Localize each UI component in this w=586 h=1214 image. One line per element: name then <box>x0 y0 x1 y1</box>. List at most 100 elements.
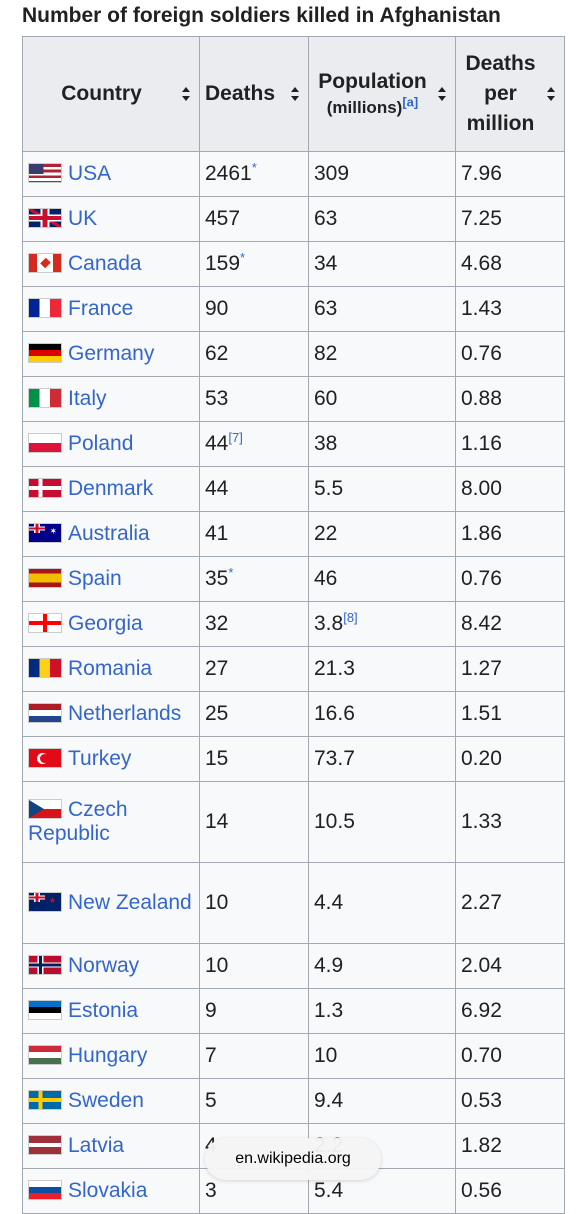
table-row: Canada 159* 34 4.68 <box>22 241 565 287</box>
table-row: Sweden 5 9.4 0.53 <box>22 1078 565 1124</box>
country-link[interactable]: Netherlands <box>68 702 182 725</box>
cell-population: 73.7 <box>308 736 456 782</box>
footnote-link[interactable]: * <box>240 250 246 265</box>
deaths-value: 2461 <box>205 162 252 185</box>
italy-flag-icon <box>28 388 62 408</box>
population-value: 60 <box>314 387 338 410</box>
deaths-value: 14 <box>205 810 229 833</box>
cell-deaths: 90 <box>199 286 309 332</box>
country-link[interactable]: Poland <box>68 432 134 455</box>
country-link[interactable]: Czech Republic <box>28 798 128 845</box>
country-link[interactable]: Estonia <box>68 999 139 1022</box>
cell-deaths-per-million: 2.04 <box>455 943 565 989</box>
casualties-table: Country Deaths Population (millions)[a] … <box>22 36 565 1214</box>
deaths-value: 3 <box>205 1179 217 1202</box>
population-value: 4.4 <box>314 891 344 914</box>
table-row: Italy 53 60 0.88 <box>22 376 565 422</box>
column-header-country[interactable]: Country <box>22 36 200 152</box>
deaths-value: 15 <box>205 747 229 770</box>
estonia-flag-icon <box>28 1000 62 1020</box>
deaths-per-million-value: 0.70 <box>461 1044 502 1067</box>
cell-deaths: 53 <box>199 376 309 422</box>
column-header-label: Country <box>61 82 142 105</box>
deaths-per-million-value: 0.20 <box>461 747 502 770</box>
deaths-value: 9 <box>205 999 217 1022</box>
sort-icon[interactable] <box>291 87 300 101</box>
cell-deaths: 159* <box>199 241 309 287</box>
cell-country: Estonia <box>22 988 200 1034</box>
turkey-flag-icon <box>28 748 62 768</box>
deaths-value: 41 <box>205 522 229 545</box>
cell-population: 22 <box>308 511 456 557</box>
deaths-value: 27 <box>205 657 229 680</box>
country-link[interactable]: Spain <box>68 567 122 590</box>
cell-deaths-per-million: 0.56 <box>455 1168 565 1214</box>
footnote-link[interactable]: * <box>228 565 234 580</box>
population-value: 3.8 <box>314 612 344 635</box>
country-link[interactable]: Georgia <box>68 612 143 635</box>
sort-icon[interactable] <box>182 87 191 101</box>
url-pill[interactable]: en.wikipedia.org <box>205 1138 381 1180</box>
deaths-value: 7 <box>205 1044 217 1067</box>
country-link[interactable]: Germany <box>68 342 155 365</box>
deaths-per-million-value: 0.56 <box>461 1179 502 1202</box>
country-link[interactable]: France <box>68 297 134 320</box>
country-link[interactable]: UK <box>68 207 98 230</box>
table-row: Denmark 44 5.5 8.00 <box>22 466 565 512</box>
column-header-label: Deaths <box>205 82 276 105</box>
cell-country: Germany <box>22 331 200 377</box>
country-link[interactable]: New Zealand <box>68 891 192 914</box>
cell-population: 10 <box>308 1033 456 1079</box>
population-value: 73.7 <box>314 747 355 770</box>
cell-deaths-per-million: 0.20 <box>455 736 565 782</box>
cell-deaths: 14 <box>199 781 309 863</box>
country-link[interactable]: Denmark <box>68 477 154 500</box>
country-link[interactable]: Hungary <box>68 1044 148 1067</box>
column-header-deaths[interactable]: Deaths <box>199 36 309 152</box>
footnote-link[interactable]: [7] <box>228 430 243 445</box>
column-header-deaths-per-million[interactable]: Deaths per million <box>455 36 565 152</box>
country-link[interactable]: Romania <box>68 657 153 680</box>
sort-icon[interactable] <box>547 87 556 101</box>
deaths-per-million-value: 7.25 <box>461 207 502 230</box>
population-value: 34 <box>314 252 338 275</box>
deaths-value: 44 <box>205 432 229 455</box>
country-link[interactable]: Italy <box>68 387 107 410</box>
georgia-flag-icon <box>28 613 62 633</box>
cell-population: 309 <box>308 151 456 197</box>
deaths-per-million-value: 0.76 <box>461 567 502 590</box>
cell-country: Hungary <box>22 1033 200 1079</box>
country-link[interactable]: Latvia <box>68 1134 125 1157</box>
country-link[interactable]: Australia <box>68 522 150 545</box>
footnote-link[interactable]: * <box>251 160 257 175</box>
country-link[interactable]: Turkey <box>68 747 132 770</box>
cell-country: Georgia <box>22 601 200 647</box>
footnote-link[interactable]: [a] <box>402 94 419 110</box>
cell-deaths-per-million: 1.86 <box>455 511 565 557</box>
cell-deaths: 41 <box>199 511 309 557</box>
country-link[interactable]: Slovakia <box>68 1179 148 1202</box>
country-link[interactable]: Canada <box>68 252 142 275</box>
deaths-value: 62 <box>205 342 229 365</box>
country-link[interactable]: Norway <box>68 954 140 977</box>
cell-population: 4.9 <box>308 943 456 989</box>
country-link[interactable]: USA <box>68 162 112 185</box>
cell-deaths: 9 <box>199 988 309 1034</box>
cell-deaths-per-million: 7.25 <box>455 196 565 242</box>
country-link[interactable]: Sweden <box>68 1089 144 1112</box>
sort-icon[interactable] <box>438 87 447 101</box>
cell-population: 82 <box>308 331 456 377</box>
deaths-per-million-value: 2.27 <box>461 891 502 914</box>
cell-deaths-per-million: 7.96 <box>455 151 565 197</box>
cell-country: UK <box>22 196 200 242</box>
cell-population: 21.3 <box>308 646 456 692</box>
population-value: 38 <box>314 432 338 455</box>
cell-deaths-per-million: 6.92 <box>455 988 565 1034</box>
deaths-per-million-value: 1.16 <box>461 432 502 455</box>
footnote-link[interactable]: [8] <box>343 610 358 625</box>
usa-flag-icon <box>28 163 62 183</box>
deaths-value: 159 <box>205 252 241 275</box>
cell-country: USA <box>22 151 200 197</box>
table-caption: Number of foreign soldiers killed in Afg… <box>22 4 501 27</box>
column-header-population[interactable]: Population (millions)[a] <box>308 36 456 152</box>
